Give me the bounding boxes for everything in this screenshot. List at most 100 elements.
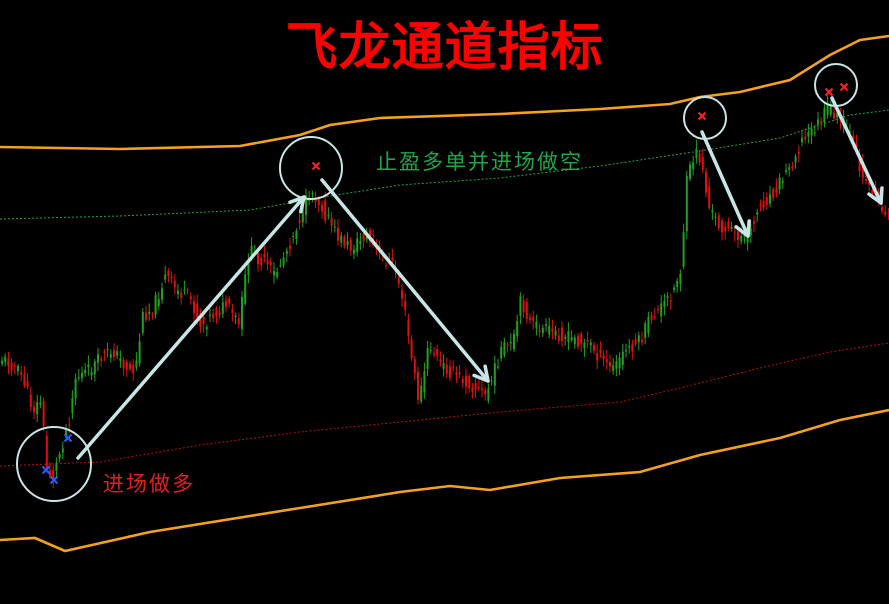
candle [119,350,122,368]
candle [193,295,195,322]
candle-body [561,327,563,341]
candle-body [785,170,787,172]
candle-body [353,249,355,254]
candle-body [532,316,535,321]
candle [353,244,355,260]
candle [205,324,208,337]
uptrend-arrow-shaft [76,195,306,460]
candle-body [599,349,602,353]
candle [541,324,544,337]
candle [618,352,621,376]
candle [26,373,29,390]
candle-body [189,296,192,300]
candle [135,352,138,371]
candle-body [810,128,813,136]
candle [471,383,474,399]
candle [311,190,314,203]
candle-body [538,330,541,332]
candle-body [775,187,778,194]
candle-body [90,372,93,376]
candle-body [711,210,714,213]
candle [829,99,832,118]
candle-body [10,362,13,371]
candle [77,368,80,382]
candle [10,358,13,376]
candle [519,292,522,325]
candle [90,367,93,380]
candle [260,253,263,271]
candle [554,325,557,340]
candle-body [49,470,51,477]
candle [525,298,528,324]
candle [122,356,125,376]
candle [234,312,237,325]
candle [810,122,813,145]
candle-body [570,337,573,341]
candle-body [535,321,538,328]
sell-marker [839,82,849,92]
candle [580,331,583,352]
candle [679,269,682,292]
candle-body [55,462,58,472]
candle [279,258,282,268]
candle [714,212,717,226]
candle-body [410,339,413,359]
downtrend-arrow [830,96,884,205]
candle-body [685,175,688,232]
candle-body [545,324,547,326]
candle-body [817,119,819,125]
candle-body [205,327,208,330]
candle [791,161,794,172]
candle [212,308,215,322]
candle-body [458,372,461,374]
candle [477,378,480,392]
candle-body [564,336,567,339]
candle-body [180,293,183,298]
candle [298,213,301,230]
candle-body [881,206,883,212]
candle-body [439,359,442,362]
downtrend-arrow-head [867,186,884,205]
candle [717,212,720,231]
candle-body [772,189,775,198]
candle [359,233,362,251]
candle [29,386,32,412]
candle-body [513,333,515,350]
candle-body [612,365,615,371]
buy-marker [63,433,73,443]
channel-bands [0,34,889,553]
candle-body [58,454,61,459]
candle [548,317,551,339]
sell-marker-stroke [311,161,321,171]
candle [637,332,640,351]
candle-body [45,435,48,468]
candle [737,227,739,248]
candle-body [717,215,720,229]
candle-body [653,316,656,318]
candle-body [17,366,19,372]
candle-body [743,234,746,237]
candle [887,208,889,221]
candle [749,223,752,243]
candle [724,221,727,240]
sell-signal-circle [279,136,343,200]
candle [701,148,704,174]
candle [202,313,205,333]
candle-body [509,342,512,344]
candle-body [279,265,282,267]
candle-body [337,227,339,241]
candle-body [740,235,743,242]
candle [148,303,151,321]
candle [289,237,291,257]
candle-body [455,372,458,375]
uptrend-arrow [76,195,306,460]
candle-body [618,357,621,369]
candle [765,192,768,210]
candle [132,359,135,381]
sell-marker [824,87,834,97]
candle-body [42,400,45,427]
candle [81,366,83,383]
candle [218,305,221,320]
candle [570,330,573,343]
candle-body [167,271,170,276]
